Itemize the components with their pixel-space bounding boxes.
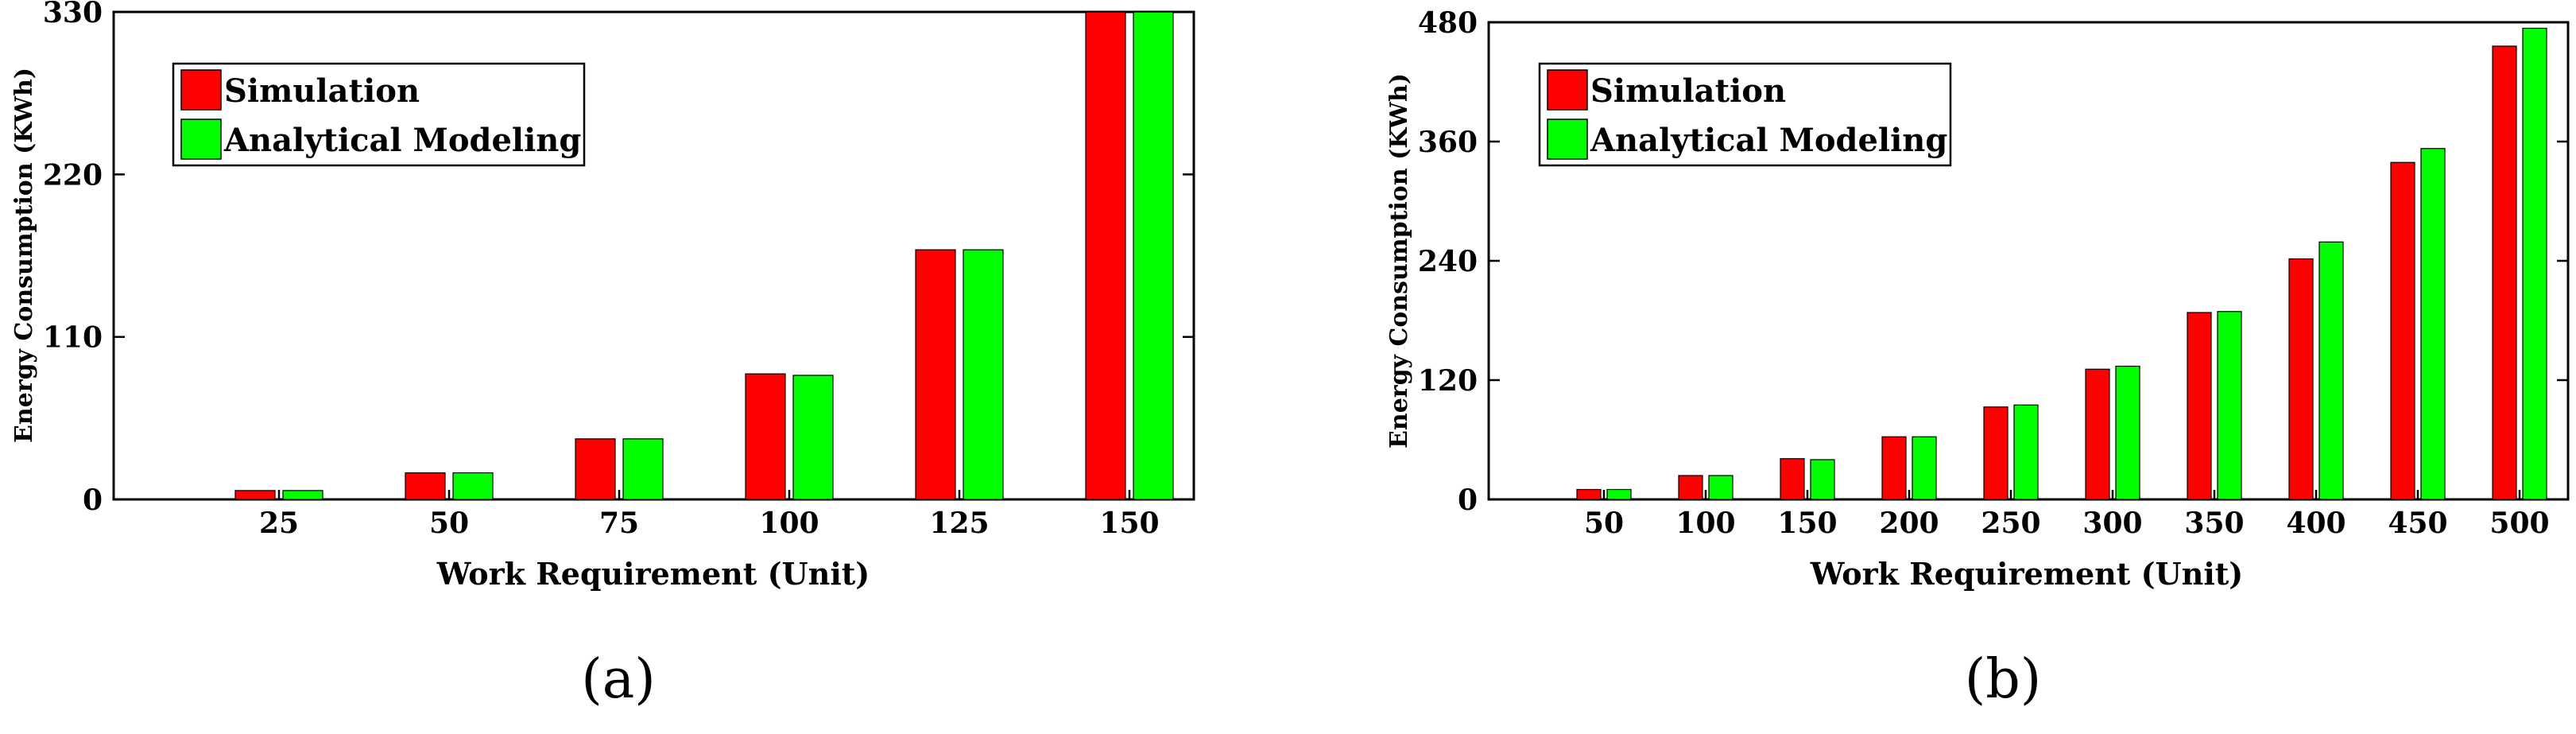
legend-box-a <box>172 62 586 167</box>
bars-b <box>1576 27 2547 500</box>
y-tick-label: 0 <box>83 484 103 517</box>
x-tick-label: 150 <box>1777 507 1837 540</box>
bar-simulation-300 <box>2085 368 2110 500</box>
x-tick-label: 50 <box>1584 507 1624 540</box>
legend-label-simulation-b: Simulation <box>1590 72 1786 110</box>
x-tick-label: 350 <box>2184 507 2244 540</box>
x-tick-label: 500 <box>2489 507 2549 540</box>
legend-b: Simulation Analytical Modeling <box>1538 62 1952 167</box>
y-tick-label: 0 <box>1458 484 1478 517</box>
bar-analytical-25 <box>282 490 323 500</box>
y-tick-label: 240 <box>1418 245 1478 278</box>
x-tick-label: 50 <box>429 507 469 540</box>
bar-simulation-100 <box>1678 475 1703 500</box>
legend-a: Simulation Analytical Modeling <box>172 62 586 167</box>
bar-simulation-500 <box>2492 45 2517 500</box>
legend-swatch-simulation-a <box>180 69 222 111</box>
bar-analytical-300 <box>2115 365 2140 500</box>
bar-simulation-350 <box>2187 312 2212 500</box>
chart-panel-b: 0 120 240 360 480 50 100 150 200 250 300 350 400 450… <box>1385 6 2570 711</box>
bar-simulation-50 <box>405 472 446 500</box>
y-tick-label: 110 <box>43 321 103 355</box>
bar-simulation-150 <box>1085 11 1126 500</box>
x-tick-label: 125 <box>929 507 989 540</box>
bar-simulation-200 <box>1881 436 1907 500</box>
bar-analytical-250 <box>2013 404 2039 500</box>
bar-analytical-200 <box>1912 436 1937 500</box>
caption-a: (a) <box>581 648 656 711</box>
legend-label-analytical-b: Analytical Modeling <box>1590 122 1947 159</box>
bar-analytical-350 <box>2217 311 2242 500</box>
x-tick-label: 450 <box>2388 507 2447 540</box>
y-ticks-b: 0 120 240 360 480 <box>1418 6 2568 517</box>
bar-analytical-100 <box>792 375 834 500</box>
y-tick-label: 360 <box>1418 126 1478 159</box>
legend-box-b <box>1538 62 1952 167</box>
legend-swatch-simulation-b <box>1547 69 1588 111</box>
legend-label-simulation-a: Simulation <box>224 72 420 110</box>
x-ticks-a: 25 50 75 100 125 150 <box>259 490 1160 540</box>
bar-analytical-150 <box>1810 459 1835 500</box>
bar-analytical-100 <box>1708 475 1733 500</box>
bar-simulation-50 <box>1576 488 1602 500</box>
x-ticks-b: 50 100 150 200 250 300 350 400 450 500 <box>1584 490 2550 540</box>
y-tick-label: 330 <box>43 0 103 29</box>
bar-analytical-500 <box>2522 27 2547 500</box>
x-tick-label: 150 <box>1099 507 1159 540</box>
y-tick-label: 480 <box>1418 6 1478 40</box>
y-tick-label: 220 <box>43 158 103 192</box>
caption-b: (b) <box>1965 648 2042 711</box>
bar-analytical-75 <box>622 438 664 500</box>
x-tick-label: 100 <box>1675 507 1735 540</box>
x-tick-label: 400 <box>2286 507 2346 540</box>
x-tick-label: 75 <box>599 507 639 540</box>
y-axis-label-b: Energy Consumption (KWh) <box>1385 73 1413 449</box>
x-tick-label: 100 <box>759 507 819 540</box>
bars-a <box>234 11 1174 500</box>
bar-simulation-250 <box>1983 406 2009 500</box>
legend-swatch-analytical-b <box>1547 118 1588 160</box>
y-tick-label: 120 <box>1418 364 1478 398</box>
x-axis-label-a: Work Requirement (Unit) <box>436 556 870 592</box>
legend-label-analytical-a: Analytical Modeling <box>223 122 581 159</box>
y-axis-label-a: Energy Consumption (KWh) <box>10 68 38 443</box>
y-ticks-a: 0 110 220 330 <box>43 0 1194 517</box>
bar-simulation-125 <box>915 249 956 500</box>
bar-analytical-50 <box>1606 488 1632 500</box>
bar-simulation-25 <box>234 490 276 500</box>
bar-analytical-50 <box>452 472 494 500</box>
x-tick-label: 25 <box>259 507 299 540</box>
bar-analytical-150 <box>1133 11 1174 500</box>
bar-simulation-100 <box>745 373 786 500</box>
bar-analytical-125 <box>963 249 1004 500</box>
bar-simulation-75 <box>575 438 616 500</box>
bar-simulation-150 <box>1780 458 1805 500</box>
x-axis-label-b: Work Requirement (Unit) <box>1810 556 2244 592</box>
chart-panel-a: 0 110 220 330 25 50 75 100 125 150 Energy Consum… <box>10 0 1195 711</box>
bar-analytical-400 <box>2318 241 2344 500</box>
x-tick-label: 250 <box>1981 507 2040 540</box>
bar-simulation-400 <box>2288 258 2314 500</box>
x-tick-label: 300 <box>2082 507 2142 540</box>
x-tick-label: 200 <box>1879 507 1939 540</box>
bar-simulation-450 <box>2390 161 2415 500</box>
legend-swatch-analytical-a <box>180 118 222 160</box>
bar-analytical-450 <box>2420 148 2446 500</box>
